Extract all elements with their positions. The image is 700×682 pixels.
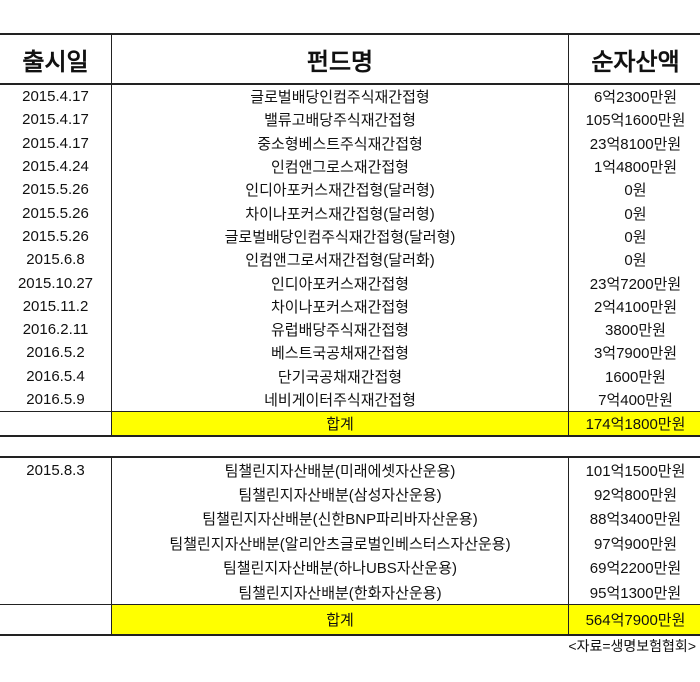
fund-name: 글로벌배당인컴주식재간접형 xyxy=(111,84,569,109)
net-assets: 23억7200만원 xyxy=(568,271,700,295)
table-row: 2015.4.17 글로벌배당인컴주식재간접형 6억2300만원 xyxy=(0,84,700,109)
fund-name: 단기국공채재간접형 xyxy=(111,364,569,388)
header-net-assets: 순자산액 xyxy=(568,34,700,85)
table-row: 2015.11.2 차이나포커스재간접형 2억4100만원 xyxy=(0,294,700,318)
table-row: 2015.6.8 인컴앤그로서재간접형(달러화) 0원 xyxy=(0,248,700,272)
table-row: 2015.8.3 팀챌린지자산배분(미래에셋자산운용) 101억1500만원 xyxy=(0,457,700,483)
table-row: 2015.5.26 글로벌배당인컴주식재간접형(달러형) 0원 xyxy=(0,224,700,249)
net-assets: 97억900만원 xyxy=(568,531,700,556)
header-launch-date: 출시일 xyxy=(0,34,112,85)
table-row: 팀챌린지자산배분(알리안츠글로벌인베스터스자산운용) 97억900만원 xyxy=(0,531,700,556)
header-fund-name: 펀드명 xyxy=(111,34,569,85)
total-value: 564억7900만원 xyxy=(568,604,700,636)
table-row: 팀챌린지자산배분(신한BNP파리바자산운용) 88억3400만원 xyxy=(0,506,700,532)
net-assets: 95억1300만원 xyxy=(568,579,700,605)
table-row: 2015.4.17 밸류고배당주식재간접형 105억1600만원 xyxy=(0,108,700,132)
fund-table-2: 2015.8.3 팀챌린지자산배분(미래에셋자산운용) 101억1500만원 팀챌린지… xyxy=(0,456,700,637)
launch-date: 2015.5.26 xyxy=(22,204,89,222)
table-row: 2015.5.26 차이나포커스재간접형(달러형) 0원 xyxy=(0,201,700,225)
net-assets: 101억1500만원 xyxy=(568,457,700,483)
net-assets: 2억4100만원 xyxy=(568,294,700,318)
launch-date: 2016.5.2 xyxy=(26,344,85,362)
launch-date: 2016.5.4 xyxy=(26,367,85,385)
net-assets: 3800만원 xyxy=(568,317,700,342)
fund-name: 네비게이터주식재간접형 xyxy=(111,387,569,412)
fund-name: 팀챌린지자산배분(삼성자산운용) xyxy=(111,482,569,507)
launch-date: 2016.5.9 xyxy=(26,391,85,408)
table-row: 2015.4.17 중소형베스트주식재간접형 23억8100만원 xyxy=(0,131,700,155)
table-row: 2016.5.2 베스트국공채재간접형 3억7900만원 xyxy=(0,341,700,365)
empty-cell xyxy=(0,411,112,437)
launch-date: 2015.4.17 xyxy=(22,111,89,129)
launch-date: 2015.4.24 xyxy=(22,158,89,176)
launch-date: 2015.11.2 xyxy=(22,297,89,315)
net-assets: 0원 xyxy=(568,224,700,249)
fund-name: 인컴앤그로서재간접형(달러화) xyxy=(111,248,569,272)
net-assets: 105억1600만원 xyxy=(568,108,700,132)
fund-name: 팀챌린지자산배분(미래에셋자산운용) xyxy=(111,457,569,483)
fund-name: 차이나포커스재간접형 xyxy=(111,294,569,318)
net-assets: 1600만원 xyxy=(568,364,700,388)
total-label: 합계 xyxy=(111,411,569,437)
net-assets: 0원 xyxy=(568,201,700,225)
net-assets: 92억800만원 xyxy=(568,482,700,507)
fund-name: 밸류고배당주식재간접형 xyxy=(111,108,569,132)
net-assets: 7억400만원 xyxy=(568,387,700,412)
launch-date: 2016.2.11 xyxy=(22,321,89,339)
launch-date: 2015.5.26 xyxy=(22,181,89,199)
total-row: 합계 564억7900만원 xyxy=(0,604,700,636)
fund-name: 베스트국공채재간접형 xyxy=(111,341,569,365)
fund-table-1: 출시일 펀드명 순자산액 2015.4.17 글로벌배당인컴주식재간접형 6억230… xyxy=(0,33,700,438)
launch-date: 2015.4.17 xyxy=(22,88,89,106)
source-note: <자료=생명보험협회> xyxy=(568,638,696,654)
net-assets: 88억3400만원 xyxy=(568,506,700,532)
net-assets: 23억8100만원 xyxy=(568,131,700,155)
launch-date: 2015.6.8 xyxy=(26,251,85,269)
table-row: 팀챌린지자산배분(한화자산운용) 95억1300만원 xyxy=(0,579,700,605)
net-assets: 1억4800만원 xyxy=(568,154,700,179)
launch-date: 2015.4.17 xyxy=(22,134,89,152)
table-row: 팀챌린지자산배분(삼성자산운용) 92억800만원 xyxy=(0,482,700,507)
net-assets: 0원 xyxy=(568,248,700,272)
table-row: 팀챌린지자산배분(하나UBS자산운용) 69억2200만원 xyxy=(0,555,700,580)
launch-date: 2015.5.26 xyxy=(22,227,89,245)
total-row: 합계 174억1800만원 xyxy=(0,411,700,437)
table-row: 2015.4.24 인컴앤그로스재간접형 1억4800만원 xyxy=(0,154,700,179)
launch-date: 2015.10.27 xyxy=(17,274,94,292)
fund-name: 팀챌린지자산배분(하나UBS자산운용) xyxy=(111,555,569,580)
net-assets: 3억7900만원 xyxy=(568,341,700,365)
total-label: 합계 xyxy=(111,604,569,636)
fund-name: 글로벌배당인컴주식재간접형(달러형) xyxy=(111,224,569,249)
table-row: 2016.5.4 단기국공채재간접형 1600만원 xyxy=(0,364,700,388)
table-row: 2015.10.27 인디아포커스재간접형 23억7200만원 xyxy=(0,271,700,295)
fund-name: 팀챌린지자산배분(신한BNP파리바자산운용) xyxy=(111,506,569,532)
empty-cell xyxy=(0,604,112,636)
fund-name: 팀챌린지자산배분(한화자산운용) xyxy=(111,579,569,605)
net-assets: 0원 xyxy=(568,178,700,202)
total-value: 174억1800만원 xyxy=(568,411,700,437)
table-row: 2016.2.11 유럽배당주식재간접형 3800만원 xyxy=(0,317,700,342)
fund-name: 유럽배당주식재간접형 xyxy=(111,317,569,342)
fund-name: 인컴앤그로스재간접형 xyxy=(111,154,569,179)
fund-name: 인디아포커스재간접형(달러형) xyxy=(111,178,569,202)
fund-name: 중소형베스트주식재간접형 xyxy=(111,131,569,155)
table-row: 2016.5.9 네비게이터주식재간접형 7억400만원 xyxy=(0,387,700,412)
header-row: 출시일 펀드명 순자산액 xyxy=(0,34,700,85)
net-assets: 69억2200만원 xyxy=(568,555,700,580)
table-row: 2015.5.26 인디아포커스재간접형(달러형) 0원 xyxy=(0,178,700,202)
net-assets: 6억2300만원 xyxy=(568,84,700,109)
fund-name: 차이나포커스재간접형(달러형) xyxy=(111,201,569,225)
launch-date: 2015.8.3 xyxy=(26,462,85,479)
fund-name: 팀챌린지자산배분(알리안츠글로벌인베스터스자산운용) xyxy=(111,531,569,556)
fund-name: 인디아포커스재간접형 xyxy=(111,271,569,295)
